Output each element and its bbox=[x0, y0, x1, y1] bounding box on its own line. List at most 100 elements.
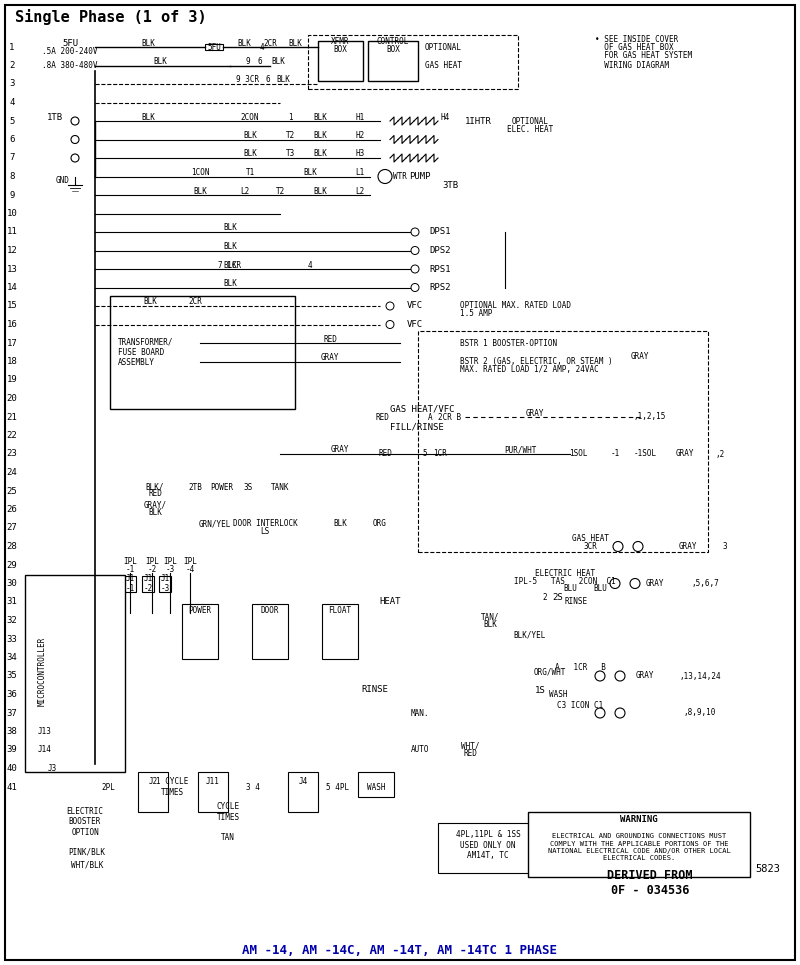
Text: 20: 20 bbox=[6, 394, 18, 403]
Text: J1
-3: J1 -3 bbox=[160, 574, 170, 593]
Text: 31: 31 bbox=[6, 597, 18, 606]
Text: AM -14, AM -14C, AM -14T, AM -14TC 1 PHASE: AM -14, AM -14C, AM -14T, AM -14TC 1 PHA… bbox=[242, 944, 558, 956]
Text: 2S: 2S bbox=[553, 593, 563, 602]
Text: 7 1CR: 7 1CR bbox=[218, 261, 242, 269]
Text: RED: RED bbox=[148, 489, 162, 499]
Text: 35: 35 bbox=[6, 672, 18, 680]
Text: BLK: BLK bbox=[153, 57, 167, 66]
Text: 3: 3 bbox=[10, 79, 14, 89]
Text: WIRING DIAGRAM: WIRING DIAGRAM bbox=[595, 61, 669, 70]
Text: 2: 2 bbox=[542, 593, 547, 602]
Text: 41: 41 bbox=[6, 783, 18, 791]
Bar bbox=[438, 823, 538, 873]
Text: PUR/WHT: PUR/WHT bbox=[504, 446, 536, 455]
Text: WASH: WASH bbox=[366, 783, 386, 791]
Bar bbox=[142, 575, 154, 592]
Text: GRAY: GRAY bbox=[678, 542, 698, 551]
Text: POWER: POWER bbox=[189, 606, 211, 615]
Text: BLK: BLK bbox=[276, 75, 290, 85]
Text: -1: -1 bbox=[610, 450, 620, 458]
Bar bbox=[159, 575, 171, 592]
Text: ,1,2,15: ,1,2,15 bbox=[634, 412, 666, 422]
Text: WHT/: WHT/ bbox=[461, 741, 479, 751]
Text: RINSE: RINSE bbox=[362, 685, 389, 694]
Text: L2: L2 bbox=[240, 186, 250, 196]
Text: DPS1: DPS1 bbox=[430, 228, 450, 236]
Text: BLK: BLK bbox=[243, 131, 257, 140]
Text: 9 3CR: 9 3CR bbox=[237, 75, 259, 85]
Text: 1S: 1S bbox=[534, 686, 546, 695]
Text: -1: -1 bbox=[126, 565, 134, 573]
Text: 6: 6 bbox=[266, 75, 270, 85]
Text: BSTR 2 (GAS, ELECTRIC, OR STEAM ): BSTR 2 (GAS, ELECTRIC, OR STEAM ) bbox=[460, 357, 613, 366]
Text: 3S: 3S bbox=[243, 482, 253, 491]
Text: TANK: TANK bbox=[270, 482, 290, 491]
Bar bbox=[30, 726, 60, 737]
Text: OPTIONAL MAX. RATED LOAD: OPTIONAL MAX. RATED LOAD bbox=[460, 301, 571, 311]
Text: ,13,14,24: ,13,14,24 bbox=[679, 672, 721, 680]
Text: WTR: WTR bbox=[393, 172, 407, 181]
Text: 5823: 5823 bbox=[755, 864, 781, 874]
Text: T2: T2 bbox=[286, 131, 294, 140]
Text: BLK: BLK bbox=[288, 39, 302, 47]
Text: DOOR INTERLOCK: DOOR INTERLOCK bbox=[233, 519, 298, 529]
Text: IPL: IPL bbox=[183, 557, 197, 565]
Text: 3TB: 3TB bbox=[442, 180, 458, 189]
Text: VFC: VFC bbox=[407, 301, 423, 311]
Text: GRAY: GRAY bbox=[526, 408, 544, 418]
Text: .5A 200-240V: .5A 200-240V bbox=[42, 46, 98, 56]
Text: RPS2: RPS2 bbox=[430, 283, 450, 292]
Text: DPS2: DPS2 bbox=[430, 246, 450, 255]
Text: 4: 4 bbox=[260, 42, 264, 51]
Text: BLK/YEL: BLK/YEL bbox=[514, 630, 546, 640]
Text: BLK: BLK bbox=[313, 131, 327, 140]
Text: WARNING: WARNING bbox=[620, 814, 658, 823]
Text: BLK: BLK bbox=[141, 39, 155, 47]
Text: BLK: BLK bbox=[303, 168, 317, 177]
Text: 2CR B: 2CR B bbox=[438, 412, 462, 422]
Text: 34: 34 bbox=[6, 653, 18, 662]
Text: BLK: BLK bbox=[148, 508, 162, 517]
Text: 27: 27 bbox=[6, 523, 18, 533]
Text: ORG: ORG bbox=[373, 519, 387, 529]
Text: L2: L2 bbox=[355, 186, 365, 196]
Text: BLK/: BLK/ bbox=[146, 482, 164, 491]
Text: 29: 29 bbox=[6, 561, 18, 569]
Text: OF GAS HEAT BOX: OF GAS HEAT BOX bbox=[595, 42, 674, 51]
Text: BLK: BLK bbox=[313, 186, 327, 196]
Text: OPTIONAL: OPTIONAL bbox=[511, 117, 549, 125]
Text: L1: L1 bbox=[355, 168, 365, 177]
Text: BLK: BLK bbox=[223, 279, 237, 288]
Text: 13: 13 bbox=[6, 264, 18, 273]
Text: 1SOL: 1SOL bbox=[569, 450, 587, 458]
Text: PUMP: PUMP bbox=[410, 172, 430, 181]
Text: BLK: BLK bbox=[223, 242, 237, 251]
Bar bbox=[368, 41, 418, 80]
Bar bbox=[182, 604, 218, 659]
Text: BLK: BLK bbox=[223, 224, 237, 233]
Text: TRANSFORMER/
FUSE BOARD
ASSEMBLY: TRANSFORMER/ FUSE BOARD ASSEMBLY bbox=[118, 338, 174, 367]
Text: 2TB: 2TB bbox=[188, 482, 202, 491]
Text: RED: RED bbox=[323, 335, 337, 344]
Text: 6: 6 bbox=[10, 135, 14, 144]
Text: BLK: BLK bbox=[193, 186, 207, 196]
Text: 1CR: 1CR bbox=[433, 450, 447, 458]
Text: BOX: BOX bbox=[333, 44, 347, 53]
Text: • SEE INSIDE COVER: • SEE INSIDE COVER bbox=[595, 35, 678, 43]
Text: GRAY: GRAY bbox=[321, 353, 339, 362]
Text: -4: -4 bbox=[186, 565, 194, 573]
Text: T1: T1 bbox=[246, 168, 254, 177]
Text: RED: RED bbox=[375, 412, 389, 422]
Text: T2: T2 bbox=[275, 186, 285, 196]
Text: 9: 9 bbox=[246, 57, 250, 66]
Text: GRN/YEL: GRN/YEL bbox=[199, 519, 231, 529]
Text: 24: 24 bbox=[6, 468, 18, 477]
Text: BLK: BLK bbox=[143, 297, 157, 307]
Text: 11: 11 bbox=[6, 228, 18, 236]
Text: 4PL,11PL & 1SS
USED ONLY ON
AM14T, TC: 4PL,11PL & 1SS USED ONLY ON AM14T, TC bbox=[456, 830, 520, 860]
Text: 3 4: 3 4 bbox=[246, 783, 260, 791]
Text: GRAY: GRAY bbox=[330, 446, 350, 455]
Text: 4: 4 bbox=[10, 98, 14, 107]
Text: ORG/WHT: ORG/WHT bbox=[534, 668, 566, 676]
Text: IPL-5   TAS   2CON  C1: IPL-5 TAS 2CON C1 bbox=[514, 577, 616, 586]
